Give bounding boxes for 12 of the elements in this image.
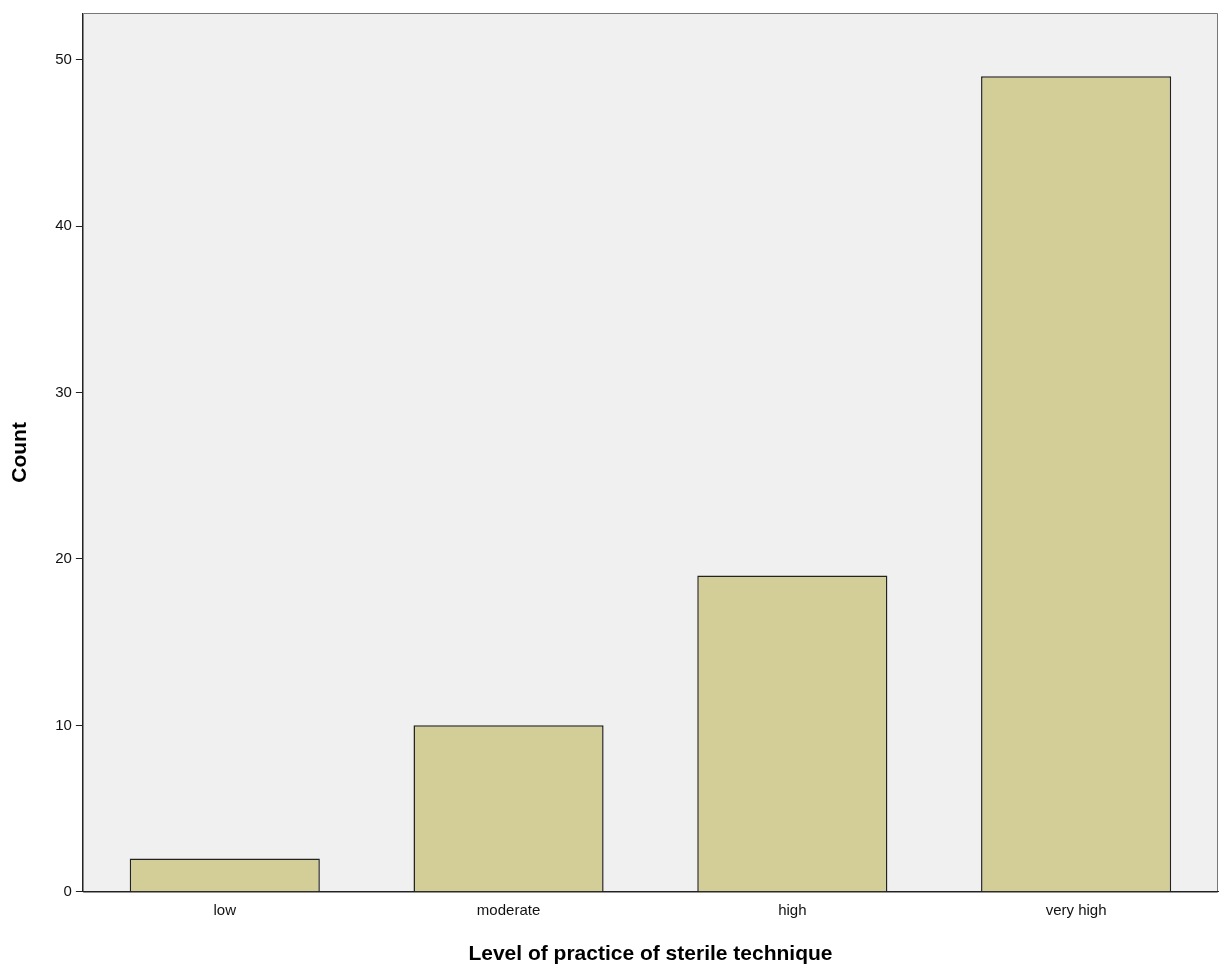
y-tick-label: 20 (55, 549, 72, 567)
x-axis-title: Level of practice of sterile technique (468, 941, 833, 965)
x-tick-label: very high (1045, 900, 1107, 918)
x-tick-label: moderate (476, 900, 541, 918)
y-axis-title: Count (7, 422, 31, 483)
y-tick-label: 0 (63, 881, 72, 899)
y-tick-label: 50 (55, 49, 72, 67)
y-tick-label: 40 (55, 216, 72, 234)
y-tick-label: 30 (55, 382, 72, 400)
y-tick-label: 10 (55, 715, 72, 733)
x-tick-label: high (778, 900, 807, 918)
x-tick-label: low (213, 900, 237, 918)
